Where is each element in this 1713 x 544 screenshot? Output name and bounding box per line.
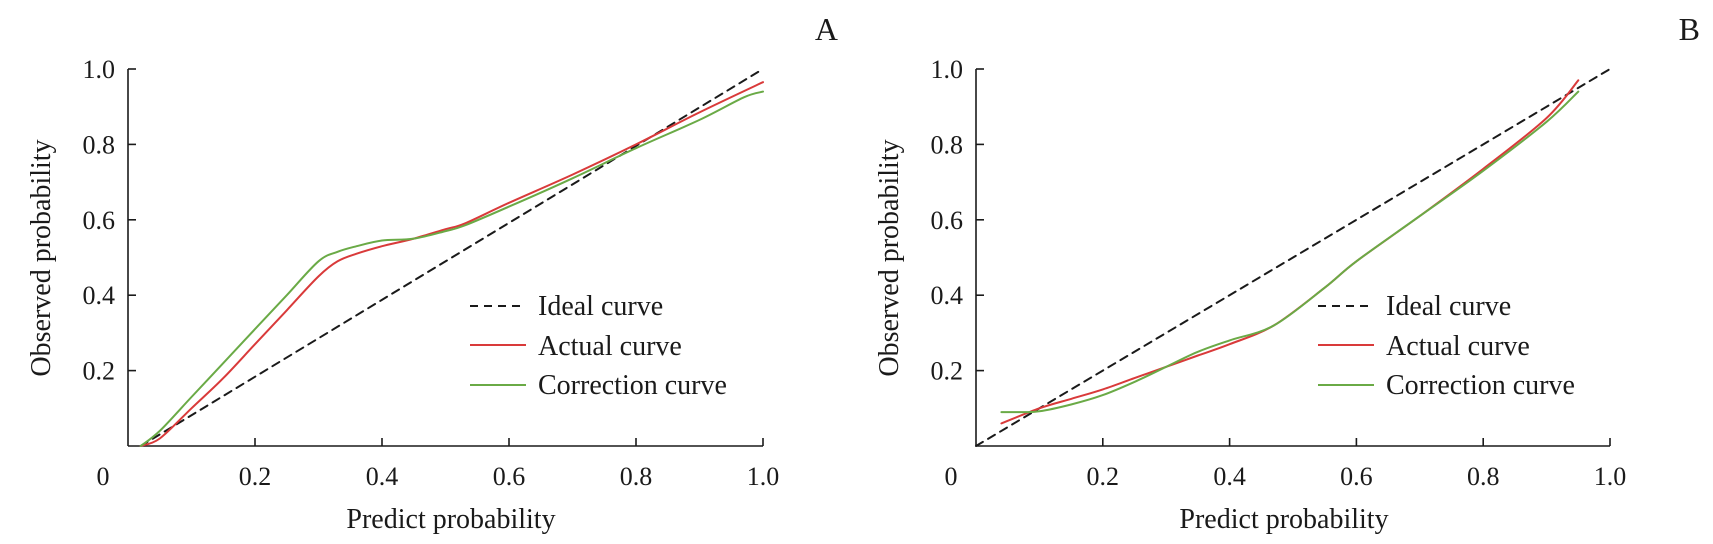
panel-a-x-tick-label: 0.4	[366, 462, 399, 491]
panel-b-actual-curve	[1000, 79, 1580, 425]
panel-b: B 0.2 0.4 0.6 0.8 1.0 0.2 0.4 0.6 0.8 1.0 0 Pred…	[874, 11, 1700, 535]
panel-b-legend-correction-label: Correction curve	[1386, 370, 1575, 401]
panel-b-y-tick-label: 0.6	[931, 206, 964, 235]
panel-b-legend-actual-label: Actual curve	[1386, 331, 1530, 362]
panel-b-x-tick-label: 0.2	[1087, 462, 1120, 491]
panel-b-y-tick-label: 0.8	[931, 130, 964, 159]
panel-a-y-tick-label: 0.8	[83, 130, 116, 159]
panel-b-y-tick-label: 1.0	[931, 55, 964, 84]
panel-a-y-tick-label: 0.6	[83, 206, 116, 235]
panel-a-x-axis-label: Predict probability	[346, 504, 555, 535]
panel-b-y-tick-label: 0.4	[931, 281, 964, 310]
panel-a-x-ticks: 0.2 0.4 0.6 0.8 1.0	[239, 438, 780, 491]
panel-a-x-tick-label: 0.2	[239, 462, 272, 491]
panel-b-series-lines	[975, 68, 1611, 447]
panel-b-letter: B	[1679, 11, 1700, 47]
panel-b-y-ticks: 0.2 0.4 0.6 0.8 1.0	[931, 55, 984, 386]
panel-a-origin-label: 0	[97, 462, 110, 491]
panel-a-actual-curve	[139, 81, 764, 447]
panel-a-y-axis-label: Observed probability	[26, 139, 57, 376]
panel-a-legend: Ideal curve Actual curve Correction curv…	[470, 291, 727, 401]
panel-b-x-axis-label: Predict probability	[1179, 504, 1388, 535]
panel-b-ideal-curve	[975, 68, 1611, 447]
panel-a-x-tick-label: 1.0	[747, 462, 780, 491]
panel-a-y-ticks: 0.2 0.4 0.6 0.8 1.0	[83, 55, 136, 386]
panel-b-legend: Ideal curve Actual curve Correction curv…	[1318, 291, 1575, 401]
panel-a-legend-correction-label: Correction curve	[538, 370, 727, 401]
panel-a-correction-curve	[139, 90, 764, 447]
panel-a-letter: A	[815, 11, 838, 47]
panel-b-origin-label: 0	[945, 462, 958, 491]
panel-a-series-lines	[139, 68, 764, 447]
panel-a-y-tick-label: 1.0	[83, 55, 116, 84]
panel-b-y-axis-label: Observed probability	[874, 139, 905, 376]
panel-b-x-tick-label: 0.8	[1467, 462, 1500, 491]
panel-b-legend-ideal-label: Ideal curve	[1386, 291, 1511, 322]
panel-a-y-tick-label: 0.2	[83, 357, 116, 386]
panel-a-x-tick-label: 0.8	[620, 462, 653, 491]
panel-b-x-tick-label: 1.0	[1594, 462, 1627, 491]
panel-b-x-tick-label: 0.4	[1213, 462, 1246, 491]
panel-a-x-tick-label: 0.6	[493, 462, 526, 491]
panel-b-x-ticks: 0.2 0.4 0.6 0.8 1.0	[1087, 438, 1627, 491]
panel-a-y-tick-label: 0.4	[83, 281, 116, 310]
panel-a: A 0.2 0.4 0.6 0.8 1.0 0.2 0.4 0.6 0.8 1.0 0 Pred…	[26, 11, 838, 535]
panel-a-legend-ideal-label: Ideal curve	[538, 291, 663, 322]
panel-b-x-tick-label: 0.6	[1340, 462, 1373, 491]
panel-b-y-tick-label: 0.2	[931, 357, 964, 386]
panel-b-correction-curve	[1000, 90, 1580, 414]
panel-a-legend-actual-label: Actual curve	[538, 331, 682, 362]
